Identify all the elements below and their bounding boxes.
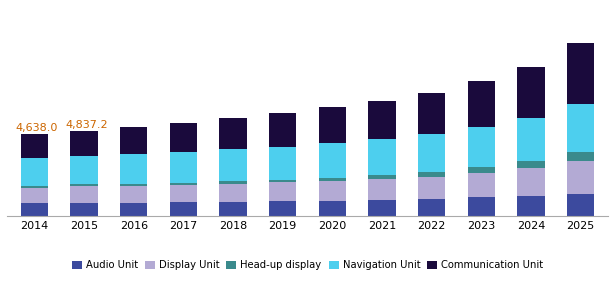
Bar [467,173,495,197]
Bar [269,180,296,182]
Legend: Audio Unit, Display Unit, Head-up display, Navigation Unit, Communication Unit: Audio Unit, Display Unit, Head-up displa… [68,256,547,274]
Bar [220,118,247,149]
Bar [368,179,395,200]
Bar [70,185,98,186]
Bar [120,183,148,186]
Bar [418,172,445,177]
Bar [70,156,98,185]
Bar [517,67,545,119]
Bar [170,183,197,185]
Bar [120,127,148,154]
Bar [567,194,594,216]
Bar [467,167,495,173]
Bar [170,123,197,152]
Bar [418,134,445,172]
Bar [319,181,346,201]
Text: 4,837.2: 4,837.2 [65,120,108,130]
Bar [269,182,296,201]
Bar [517,119,545,161]
Bar [567,152,594,160]
Bar [418,199,445,216]
Bar [170,185,197,202]
Bar [319,178,346,181]
Bar [567,104,594,152]
Bar [220,149,247,181]
Bar [70,131,98,156]
Bar [567,43,594,104]
Bar [21,188,48,203]
Bar [517,168,545,196]
Bar [21,186,48,188]
Bar [368,139,395,175]
Bar [70,186,98,203]
Bar [220,183,247,202]
Bar [269,201,296,216]
Bar [368,101,395,139]
Bar [467,127,495,167]
Bar [319,107,346,143]
Bar [418,92,445,134]
Bar [517,161,545,168]
Bar [269,146,296,180]
Bar [319,201,346,216]
Bar [467,81,495,127]
Bar [220,181,247,183]
Bar [170,202,197,216]
Bar [120,186,148,203]
Bar [170,152,197,183]
Bar [517,196,545,216]
Bar [21,203,48,216]
Bar [319,143,346,178]
Bar [21,158,48,186]
Bar [120,203,148,216]
Bar [467,197,495,216]
Bar [21,134,48,158]
Bar [567,160,594,194]
Bar [220,202,247,216]
Bar [418,177,445,199]
Bar [70,203,98,216]
Text: 4,638.0: 4,638.0 [15,123,58,133]
Bar [368,175,395,179]
Bar [269,113,296,146]
Bar [368,200,395,216]
Bar [120,154,148,183]
